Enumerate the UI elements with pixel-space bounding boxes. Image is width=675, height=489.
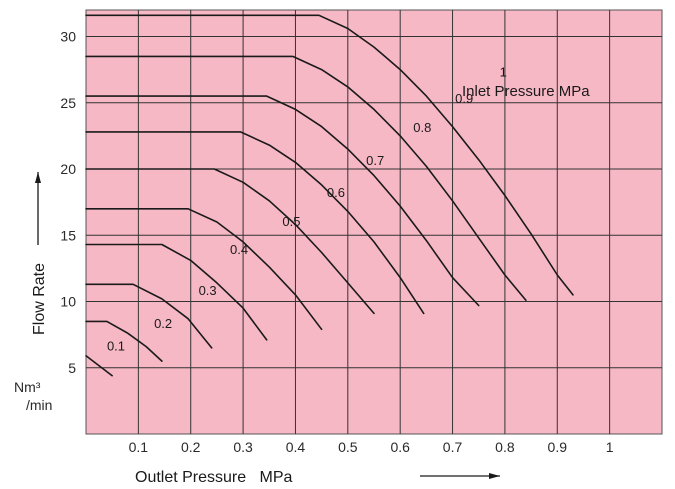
x-tick-label: 0.2 [181,439,201,455]
y-unit-top: Nm³ [14,379,41,395]
x-tick-label: 0.9 [548,439,568,455]
curves [85,14,574,377]
curve-label-1: 1 [500,64,507,79]
curve-label-0.1: 0.1 [107,339,125,354]
y-tick-labels: 5 10 15 20 25 30 [60,29,76,376]
curve-inlet-0.5 [85,208,323,331]
x-tick-label: 0.6 [390,439,410,455]
x-tick-labels: 0.1 0.2 0.3 0.4 0.5 0.6 0.7 0.8 0.9 1 [129,439,614,455]
curve-label-0.9: 0.9 [455,91,473,106]
y-tick-label: 30 [60,29,76,45]
y-unit-bottom: /min [26,397,52,413]
y-axis-title: Flow Rate [31,263,48,335]
x-tick-label: 0.4 [286,439,306,455]
x-tick-label: 0.1 [129,439,149,455]
x-tick-label: 0.8 [495,439,515,455]
curve-label-0.8: 0.8 [413,120,431,135]
curve-inlet-1 [85,14,574,296]
curve-inlet-0.4 [85,243,268,341]
curve-label-0.4: 0.4 [230,242,248,257]
x-tick-label: 0.7 [443,439,463,455]
x-tick-label: 0.5 [338,439,358,455]
curve-inlet-0.1 [85,355,113,377]
x-axis-title: Outlet Pressure MPa [135,469,292,486]
curve-inlet-0.9 [85,55,527,301]
curve-label-0.6: 0.6 [327,185,345,200]
curve-inlet-0.8 [85,95,480,307]
plot-background [85,9,663,435]
legend-title: Inlet Pressure MPa [462,83,590,100]
y-tick-label: 10 [60,294,76,310]
curve-label-0.3: 0.3 [199,283,217,298]
curve-labels: 0.1 0.2 0.3 0.4 0.5 0.6 0.7 0.8 0.9 1 [107,64,507,353]
grid [86,10,662,434]
curve-label-0.5: 0.5 [282,214,300,229]
curve-label-0.7: 0.7 [366,153,384,168]
curve-inlet-0.3 [85,283,213,349]
curve-inlet-0.7 [85,131,425,315]
y-axis-arrow [35,172,41,245]
curve-inlet-0.6 [85,168,375,315]
y-tick-label: 25 [60,95,76,111]
curve-label-0.2: 0.2 [154,316,172,331]
curve-inlet-0.2 [85,320,163,362]
y-tick-label: 15 [60,227,76,243]
y-tick-label: 5 [68,360,76,376]
x-tick-label: 1 [606,439,614,455]
x-tick-label: 0.3 [233,439,253,455]
x-axis-arrow [420,473,500,479]
y-tick-label: 20 [60,161,76,177]
